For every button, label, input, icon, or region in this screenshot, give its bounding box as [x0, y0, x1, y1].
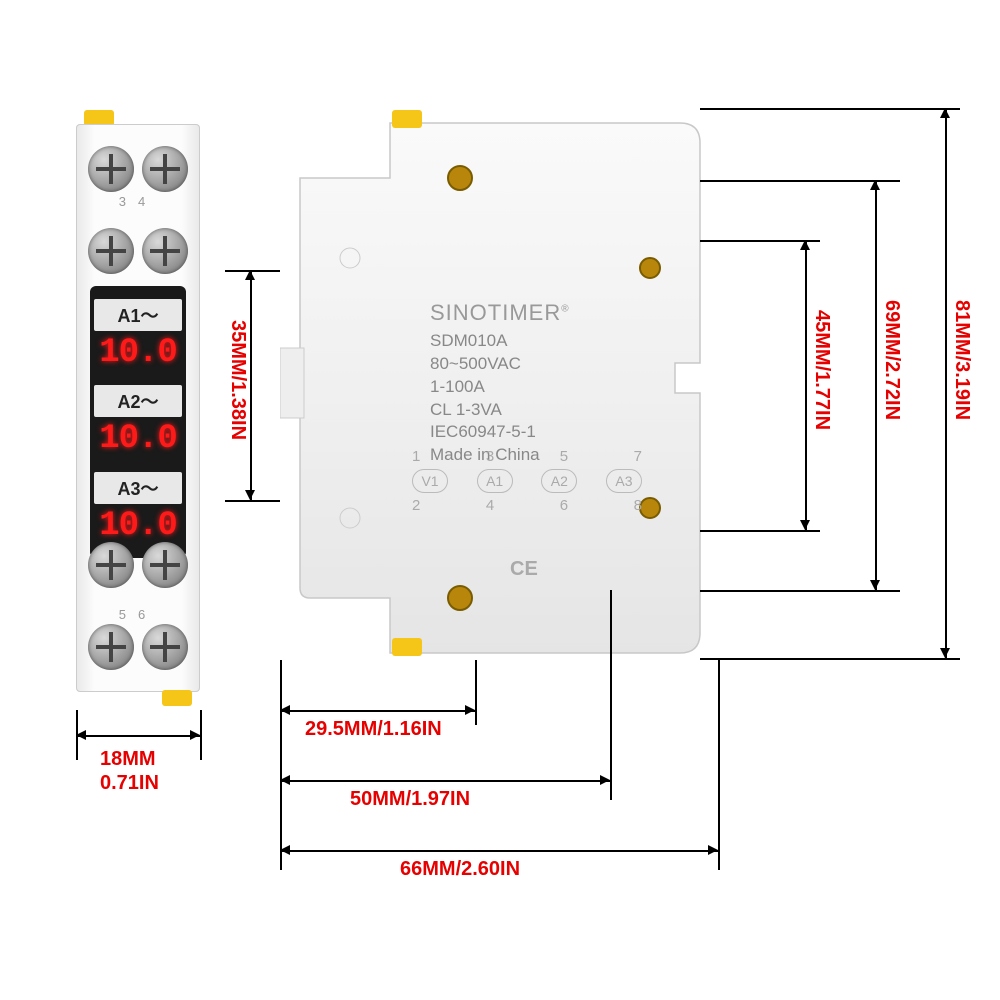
dim-69mm: 69MM/2.72IN: [880, 300, 903, 420]
dim-line: [76, 735, 200, 737]
side-label-text: SINOTIMER® SDM010A 80~500VAC 1-100A CL 1…: [430, 298, 570, 467]
dim-extension: [280, 660, 282, 870]
dim-line: [280, 780, 610, 782]
terminal-block-bottom: 56: [84, 542, 192, 670]
dim-extension: [718, 660, 720, 870]
arrow-icon: [245, 490, 255, 500]
dim-extension: [700, 590, 900, 592]
dim-extension: [610, 590, 612, 800]
dim-extension: [200, 710, 202, 760]
dim-81mm: 81MM/3.19IN: [950, 300, 973, 420]
device-front-body: 34 A1～ 10.0 A2～ 10.0 A3～ 10.0: [76, 124, 200, 692]
brand-name: SINOTIMER®: [430, 298, 570, 328]
dim-18mm: 18MM: [100, 748, 156, 771]
arrow-icon: [280, 845, 290, 855]
dim-line: [280, 850, 718, 852]
reading-a3: A3～ 10.0: [94, 465, 182, 552]
arrow-icon: [465, 705, 475, 715]
screw-icon: [142, 624, 188, 670]
reading-a2: A2～ 10.0: [94, 379, 182, 466]
arrow-icon: [800, 240, 810, 250]
model-number: SDM010A: [430, 330, 570, 353]
reading-value: 10.0: [99, 334, 177, 372]
screw-icon: [88, 542, 134, 588]
arrow-icon: [870, 580, 880, 590]
mount-tab-bottom: [162, 690, 192, 706]
reading-value: 10.0: [99, 420, 177, 458]
reading-value: 10.0: [99, 507, 177, 545]
dim-extension: [475, 660, 477, 725]
dim-66mm: 66MM/2.60IN: [400, 858, 520, 881]
device-side-view: SINOTIMER® SDM010A 80~500VAC 1-100A CL 1…: [280, 108, 718, 658]
dim-line: [875, 180, 877, 590]
led-display-panel: A1～ 10.0 A2～ 10.0 A3～ 10.0: [90, 286, 186, 558]
screw-icon: [142, 146, 188, 192]
arrow-icon: [600, 775, 610, 785]
reading-label: A2～: [94, 385, 182, 417]
reading-a1: A1～ 10.0: [94, 292, 182, 379]
pin-row-top: 1357: [412, 448, 642, 465]
pin-row-mid: V1 A1 A2 A3: [412, 469, 642, 493]
screw-icon: [88, 624, 134, 670]
arrow-icon: [940, 648, 950, 658]
arrow-icon: [280, 705, 290, 715]
arrow-icon: [940, 108, 950, 118]
dim-35mm: 35MM/1.38IN: [226, 320, 249, 440]
arrow-icon: [280, 775, 290, 785]
reading-label: A1～: [94, 299, 182, 331]
screw-icon: [142, 542, 188, 588]
dim-extension: [700, 108, 960, 110]
dim-18mm-in: 0.71IN: [100, 772, 159, 795]
arrow-icon: [800, 520, 810, 530]
dim-line: [945, 108, 947, 658]
dim-45mm: 45MM/1.77IN: [810, 310, 833, 430]
screw-icon: [88, 228, 134, 274]
device-front-view: 34 A1～ 10.0 A2～ 10.0 A3～ 10.0: [76, 110, 200, 706]
pin-row-bot: 2468: [412, 497, 642, 514]
class-spec: CL 1-3VA: [430, 399, 570, 422]
dim-line: [280, 710, 475, 712]
arrow-icon: [708, 845, 718, 855]
pin-diagram: 1357 V1 A1 A2 A3 2468: [412, 448, 642, 518]
dim-29mm: 29.5MM/1.16IN: [305, 718, 442, 741]
dim-extension: [700, 530, 820, 532]
reading-label: A3～: [94, 472, 182, 504]
terminal-block-top: 34: [84, 146, 192, 274]
arrow-icon: [245, 270, 255, 280]
arrow-icon: [870, 180, 880, 190]
dim-line: [250, 270, 252, 500]
screw-icon: [88, 146, 134, 192]
current-spec: 1-100A: [430, 376, 570, 399]
ce-mark: CE: [510, 558, 538, 581]
terminal-numbers: 34: [84, 194, 192, 209]
dim-line: [805, 240, 807, 530]
standard-spec: IEC60947-5-1: [430, 421, 570, 444]
arrow-icon: [190, 730, 200, 740]
voltage-spec: 80~500VAC: [430, 353, 570, 376]
arrow-icon: [76, 730, 86, 740]
terminal-numbers: 56: [84, 607, 192, 622]
dim-50mm: 50MM/1.97IN: [350, 788, 470, 811]
dim-extension: [700, 658, 960, 660]
screw-icon: [142, 228, 188, 274]
dim-extension: [225, 500, 280, 502]
